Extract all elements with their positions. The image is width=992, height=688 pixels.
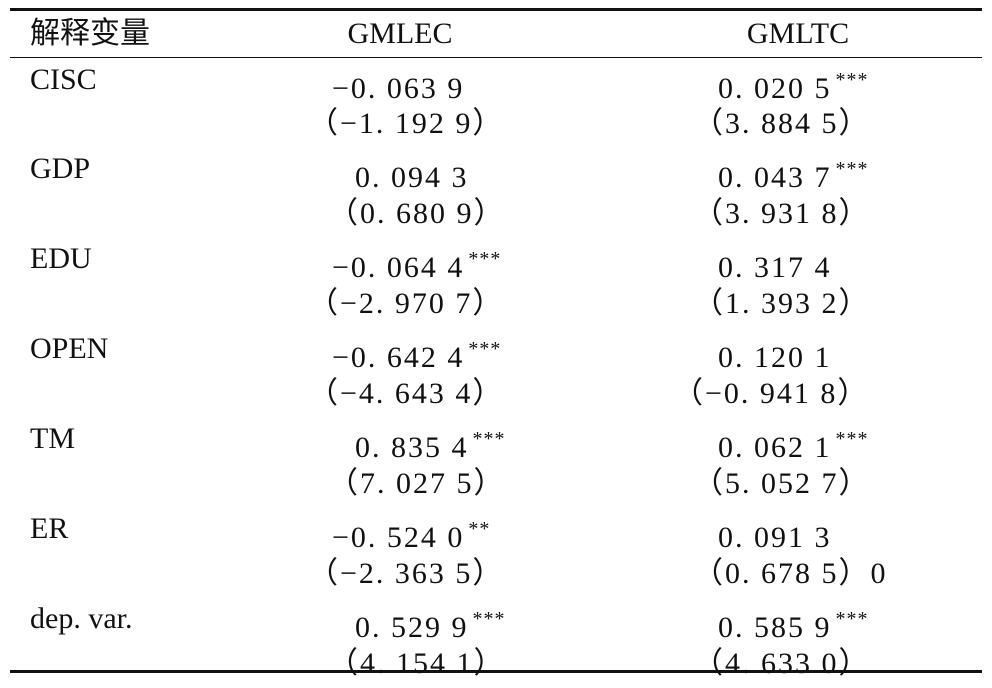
- row-variable: dep. var.: [30, 602, 133, 635]
- row-variable: TM: [30, 422, 75, 455]
- gmlec-coefficient: −0. 063 9: [332, 72, 465, 105]
- header-variable: 解释变量: [30, 16, 150, 51]
- gmltc-coefficient: 0. 062 1 ***: [718, 428, 869, 464]
- table-row-edu-t: （−2. 970 7） （1. 393 2）: [10, 284, 982, 328]
- table-row-er-t: （−2. 363 5） （0. 678 5）0: [10, 554, 982, 598]
- gmlec-coefficient: −0. 642 4 ***: [332, 338, 502, 374]
- gmltc-coefficient: 0. 043 7 ***: [718, 158, 869, 194]
- row-variable: ER: [30, 512, 69, 545]
- table-row-gdp-coef: GDP 0. 094 3 0. 043 7 ***: [10, 149, 982, 194]
- table-row-depvar-t: （4. 154 1） （4. 633 0）: [10, 644, 982, 688]
- gmltc-t-statistic: （5. 052 7）: [693, 467, 871, 500]
- gmltc-coefficient: 0. 020 5 ***: [718, 69, 869, 105]
- table-row-cisc-t: （−1. 192 9） （3. 884 5）: [10, 104, 982, 148]
- gmltc-coefficient: 0. 120 1: [718, 341, 832, 374]
- row-variable: OPEN: [30, 332, 109, 365]
- table-top-rule: [10, 8, 982, 11]
- table-body: CISC −0. 063 9 0. 020 5 *** （−1. 192 9） （…: [10, 58, 982, 680]
- table-row-open-t: （−4. 643 4） （−0. 941 8）: [10, 374, 982, 418]
- gmlec-coefficient: −0. 064 4 ***: [332, 248, 502, 284]
- gmltc-t-statistic: （3. 931 8）: [693, 197, 871, 230]
- table-header-rule: [10, 57, 982, 58]
- gmltc-t-statistic: （0. 678 5）0: [693, 557, 888, 590]
- gmltc-coefficient: 0. 317 4: [718, 251, 832, 284]
- gmlec-coefficient: 0. 835 4 ***: [355, 428, 506, 464]
- table-row-gdp-t: （0. 680 9） （3. 931 8）: [10, 194, 982, 238]
- gmltc-t-statistic: （−0. 941 8）: [673, 377, 870, 410]
- gmlec-coefficient: 0. 529 9 ***: [355, 608, 506, 644]
- gmlec-t-statistic: （0. 680 9）: [328, 197, 506, 230]
- table-row-depvar-coef: dep. var. 0. 529 9 *** 0. 585 9 ***: [10, 599, 982, 644]
- table-row-tm-coef: TM 0. 835 4 *** 0. 062 1 ***: [10, 419, 982, 464]
- gmlec-t-statistic: （4. 154 1）: [328, 647, 506, 680]
- row-variable: GDP: [30, 152, 91, 185]
- gmltc-t-statistic: （3. 884 5）: [693, 107, 871, 140]
- gmlec-t-statistic: （−1. 192 9）: [308, 107, 505, 140]
- table-row-er-coef: ER −0. 524 0 ** 0. 091 3: [10, 509, 982, 554]
- gmltc-coefficient: 0. 585 9 ***: [718, 608, 869, 644]
- table-bottom-rule: [10, 670, 982, 673]
- gmlec-coefficient: −0. 524 0 **: [332, 518, 491, 554]
- gmlec-coefficient: 0. 094 3: [355, 161, 469, 194]
- table-row-open-coef: OPEN −0. 642 4 *** 0. 120 1: [10, 329, 982, 374]
- table-row-tm-t: （7. 027 5） （5. 052 7）: [10, 464, 982, 508]
- gmlec-t-statistic: （−2. 970 7）: [308, 287, 505, 320]
- regression-table: 解释变量 GMLEC GMLTC CISC −0. 063 9 0. 020 5…: [10, 8, 982, 680]
- gmlec-t-statistic: （7. 027 5）: [328, 467, 506, 500]
- gmltc-t-statistic: （4. 633 0）: [693, 647, 871, 680]
- gmltc-t-statistic: （1. 393 2）: [693, 287, 871, 320]
- row-variable: EDU: [30, 242, 92, 275]
- gmlec-t-statistic: （−2. 363 5）: [308, 557, 505, 590]
- row-variable: CISC: [30, 63, 97, 96]
- gmlec-t-statistic: （−4. 643 4）: [308, 377, 505, 410]
- table-row-edu-coef: EDU −0. 064 4 *** 0. 317 4: [10, 239, 982, 284]
- table-row-cisc-coef: CISC −0. 063 9 0. 020 5 ***: [10, 60, 982, 105]
- gmltc-coefficient: 0. 091 3: [718, 521, 832, 554]
- table-header: 解释变量 GMLEC GMLTC: [30, 16, 850, 51]
